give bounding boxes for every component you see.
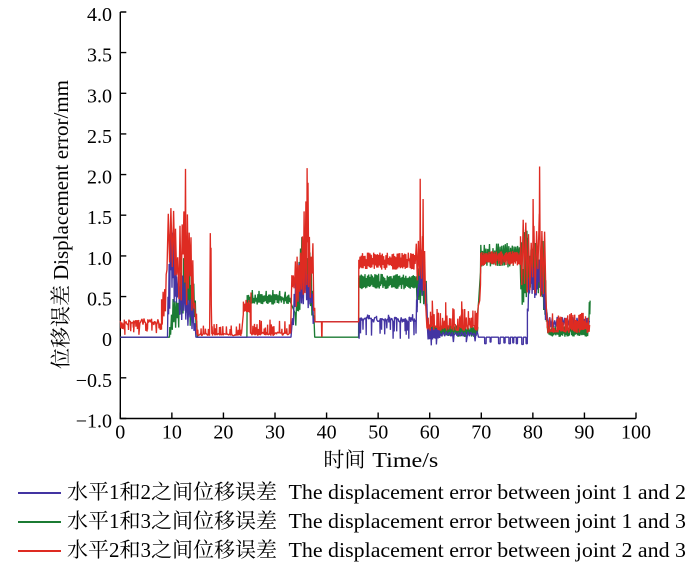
svg-text:30: 30 <box>265 422 285 444</box>
svg-text:3.0: 3.0 <box>87 85 112 107</box>
svg-text:40: 40 <box>317 422 337 444</box>
svg-text:2: 2 <box>141 480 152 504</box>
svg-text:3: 3 <box>141 509 152 533</box>
svg-text:Displacement error/mm: Displacement error/mm <box>49 80 73 280</box>
svg-text:2: 2 <box>109 538 120 562</box>
svg-text:2.0: 2.0 <box>87 167 112 189</box>
svg-text:60: 60 <box>420 422 440 444</box>
svg-text:1: 1 <box>109 480 120 504</box>
svg-text:70: 70 <box>471 422 491 444</box>
svg-text:2.5: 2.5 <box>87 126 112 148</box>
svg-text:80: 80 <box>523 422 543 444</box>
svg-text:Time/s: Time/s <box>372 448 438 472</box>
svg-text:50: 50 <box>368 422 388 444</box>
svg-text:The displacement error between: The displacement error between joint 1 a… <box>289 509 687 533</box>
svg-text:0: 0 <box>115 422 125 444</box>
svg-text:1.0: 1.0 <box>87 248 112 270</box>
svg-text:20: 20 <box>213 422 233 444</box>
svg-text:The displacement error between: The displacement error between joint 2 a… <box>289 538 687 562</box>
svg-text:0.5: 0.5 <box>87 289 112 311</box>
svg-text:−0.5: −0.5 <box>76 370 112 392</box>
svg-text:3.5: 3.5 <box>87 45 112 67</box>
svg-text:−1.0: −1.0 <box>76 411 112 433</box>
svg-text:3: 3 <box>141 538 152 562</box>
svg-text:1.5: 1.5 <box>87 207 112 229</box>
svg-text:90: 90 <box>574 422 594 444</box>
svg-text:1: 1 <box>109 509 120 533</box>
svg-text:100: 100 <box>621 422 651 444</box>
svg-text:The displacement error between: The displacement error between joint 1 a… <box>289 480 687 504</box>
svg-text:0: 0 <box>102 329 112 351</box>
svg-text:4.0: 4.0 <box>87 4 112 26</box>
svg-text:10: 10 <box>162 422 182 444</box>
